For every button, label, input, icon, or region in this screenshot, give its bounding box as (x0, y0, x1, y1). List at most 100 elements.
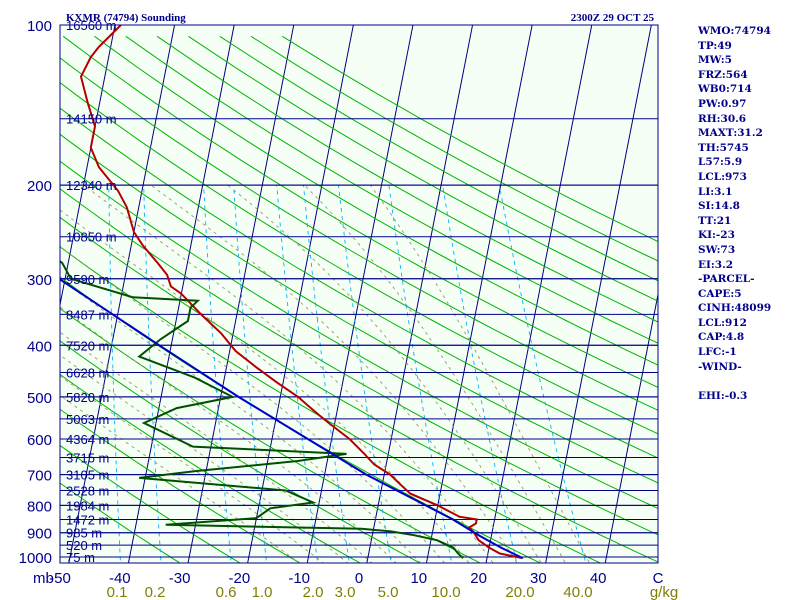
dry-adiabat-line (60, 188, 658, 536)
stat-item: MW:5 (698, 54, 732, 67)
stat-item: CAP:4.8 (698, 331, 745, 344)
mixing-ratio-label: 3.0 (335, 584, 356, 600)
mixing-ratio-line (338, 185, 392, 563)
pressure-tick-label: 400 (27, 338, 52, 355)
dry-adiabat-line (60, 81, 658, 435)
height-label: 520 m (66, 538, 102, 553)
temperature-tick-label: 40 (590, 570, 607, 587)
pressure-axis-label: mb (33, 570, 54, 587)
stats-panel: WMO:74794 TP:49 MW:5 FRZ:564 WB0:714 PW:0.97 R… (698, 24, 798, 403)
height-label: 5820 m (66, 390, 109, 405)
stat-item: WMO:74794 (698, 25, 771, 37)
mixing-ratio-line (108, 185, 121, 563)
height-label: 1984 m (66, 498, 109, 513)
dewpoint-profile-line (60, 260, 464, 559)
mixing-ratio-label: 10.0 (431, 584, 460, 600)
mixing-ratio-label: 20.0 (505, 584, 534, 600)
plot-frame (59, 24, 659, 564)
moist-adiabat-line (60, 278, 421, 563)
moist-adiabat-line (60, 375, 324, 563)
stat-item: -PARCEL- (698, 273, 755, 286)
dry-adiabat-line (60, 307, 482, 563)
temperature-tick-label: -20 (229, 570, 251, 587)
temperature-tick-label: -30 (169, 570, 191, 587)
stat-item (698, 374, 798, 389)
moist-adiabat-line (369, 184, 590, 563)
temperature-tick-label: 20 (470, 570, 487, 587)
plot-background (60, 25, 658, 563)
pressure-tick-label: 900 (27, 526, 52, 543)
dry-adiabat-line (125, 35, 658, 344)
mixing-ratio-label: 2.0 (303, 584, 324, 600)
pressure-tick-label: 200 (27, 178, 52, 195)
stat-item: LI:3.1 (698, 185, 733, 198)
isotherm-line (0, 13, 58, 568)
moist-adiabat-line (60, 354, 349, 563)
height-label: 3105 m (66, 468, 109, 483)
dry-adiabat-line (94, 35, 658, 366)
station-title: KXMR (74794) Sounding (66, 12, 186, 24)
dry-adiabat-line (188, 35, 658, 302)
mixing-ratio-line (303, 185, 350, 563)
mixing-ratio-label: 0.1 (107, 584, 128, 600)
mixing-ratio-label: g/kg (650, 584, 678, 600)
stat-item: PW:0.97 (698, 97, 747, 110)
stat-item: TT:21 (698, 214, 732, 227)
height-label: 5063 m (66, 412, 109, 427)
stat-item: LCL:973 (698, 170, 747, 183)
stat-item: TH:5745 (698, 141, 749, 154)
parcel-profile-line (60, 278, 524, 560)
pressure-tick-label: 100 (27, 18, 52, 35)
dry-adiabat-line (60, 107, 658, 459)
isotherm-line (127, 25, 235, 563)
temperature-tick-label: -10 (288, 570, 310, 587)
mixing-ratio-label: 5.0 (378, 584, 399, 600)
stat-item: L57:5.9 (698, 156, 743, 169)
stat-item: SI:14.8 (698, 200, 740, 213)
isotherm-line (60, 25, 116, 308)
height-label: 3715 m (66, 451, 109, 466)
mixing-ratio-line (388, 185, 453, 563)
stat-item: WB0:714 (698, 83, 752, 96)
mixing-ratio-line (233, 185, 267, 563)
height-label: 7520 m (66, 338, 109, 353)
height-label: 985 m (66, 526, 102, 541)
mixing-ratio-label: 0.6 (216, 584, 237, 600)
stat-item: CINH:48099 (698, 302, 772, 315)
valid-time: 2300Z 29 OCT 25 (571, 12, 655, 24)
isotherm-line (425, 25, 533, 563)
sounding-series (60, 25, 524, 560)
isotherm-line (485, 25, 593, 563)
mixing-ratio-label: 0.2 (145, 584, 166, 600)
mixing-ratio-line (498, 185, 587, 563)
height-label: 6628 m (66, 366, 109, 381)
moist-adiabat-line (150, 184, 518, 563)
isotherm-line (366, 25, 474, 563)
pressure-tick-label: 800 (27, 498, 52, 515)
stat-item: SW:73 (698, 243, 736, 256)
mixing-ratio-label: 40.0 (563, 584, 592, 600)
stat-item: TP:49 (698, 39, 732, 52)
pressure-tick-label: 700 (27, 468, 52, 485)
isotherm-line (187, 25, 295, 563)
height-label: 75 m (66, 550, 95, 565)
height-label: 4364 m (66, 432, 109, 447)
dry-adiabat-line (60, 340, 422, 563)
temperature-tick-label: 10 (410, 570, 427, 587)
dry-adiabat-line (60, 444, 241, 563)
height-label: 1472 m (66, 513, 109, 528)
height-label: 10850 m (66, 230, 117, 245)
moist-adiabat-line (83, 184, 494, 563)
height-label: 9590 m (66, 272, 109, 287)
moist-adiabat-line (227, 184, 542, 563)
temperature-tick-label: 30 (530, 570, 547, 587)
stat-item: KI:-23 (698, 229, 735, 242)
mixing-ratio-line (442, 185, 518, 563)
stat-item: MAXT:31.2 (698, 127, 763, 140)
moist-adiabat-line (304, 184, 566, 563)
pressure-tick-label: 500 (27, 390, 52, 407)
dry-adiabat-line (219, 35, 658, 282)
temperature-tick-label: -40 (109, 570, 131, 587)
temperature-tick-label: 0 (355, 570, 363, 587)
